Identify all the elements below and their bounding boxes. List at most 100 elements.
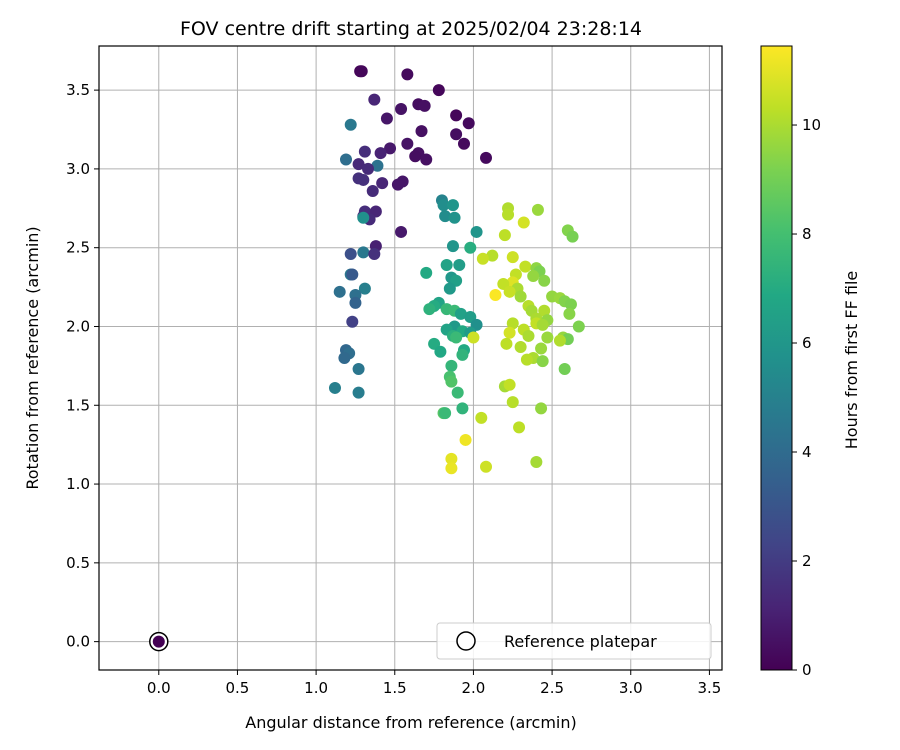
data-point (457, 137, 470, 150)
data-point (514, 340, 527, 353)
colorbar-label: Hours from first FF file (842, 271, 861, 450)
data-point (456, 348, 469, 361)
data-point (423, 303, 436, 316)
data-point (520, 353, 533, 366)
data-point (338, 352, 351, 364)
data-point (475, 411, 488, 424)
data-point (346, 268, 359, 281)
data-point (357, 211, 370, 224)
data-point (432, 84, 445, 97)
data-point (339, 153, 352, 166)
data-point (572, 320, 585, 333)
data-point (456, 402, 469, 415)
data-point (376, 177, 389, 190)
data-point (395, 225, 408, 238)
data-point (451, 386, 464, 399)
data-point (462, 117, 475, 130)
data-point (352, 386, 365, 399)
data-point (486, 249, 499, 262)
x-tick-label: 1.0 (304, 679, 328, 697)
data-point (535, 402, 548, 415)
data-point (446, 240, 459, 253)
scatter-points (149, 65, 585, 652)
data-point (498, 229, 511, 242)
data-point (538, 304, 551, 317)
y-axis-label: Rotation from reference (arcmin) (23, 226, 42, 489)
data-point (445, 462, 458, 475)
data-point (357, 173, 370, 186)
data-point (527, 270, 540, 283)
data-point (453, 259, 466, 272)
data-point (536, 318, 549, 331)
data-point (448, 211, 461, 224)
data-point (357, 246, 370, 259)
data-point (536, 355, 549, 368)
data-point (506, 396, 519, 409)
data-point (480, 151, 493, 164)
reference-point (152, 635, 165, 648)
data-point (558, 363, 571, 376)
data-point (459, 433, 472, 446)
data-point (564, 298, 577, 311)
data-point (446, 199, 459, 212)
x-tick-label: 2.0 (461, 679, 485, 697)
data-point (538, 274, 551, 287)
data-point (349, 296, 362, 309)
data-point (531, 203, 544, 216)
data-point (371, 159, 384, 172)
data-point (395, 103, 408, 116)
plot-frame (98, 45, 723, 671)
colorbar-tick-label: 8 (802, 225, 812, 243)
x-tick-label: 0.0 (147, 679, 171, 697)
data-point (440, 259, 453, 272)
colorbar: 0 2 4 6 8 10 Hours from first FF file (760, 45, 861, 679)
data-point (513, 421, 526, 434)
data-point (352, 363, 365, 376)
data-point (502, 208, 515, 221)
legend-marker-reference (456, 631, 476, 651)
x-tick-label: 3.5 (697, 679, 721, 697)
data-point (530, 456, 543, 468)
colorbar-ticks: 0 2 4 6 8 10 (792, 116, 821, 679)
data-point (368, 93, 381, 106)
data-point (445, 359, 458, 372)
data-point (476, 252, 489, 265)
y-axis-ticks: 0.0 0.5 1.0 1.5 2.0 2.5 3.0 3.5 (66, 81, 99, 651)
y-tick-label: 0.0 (66, 633, 90, 651)
data-point (506, 251, 519, 264)
legend-label-reference: Reference platepar (504, 632, 657, 651)
data-point (503, 285, 516, 298)
data-point (374, 147, 387, 160)
data-point (445, 452, 458, 465)
y-tick-label: 3.5 (66, 81, 90, 99)
data-point (439, 407, 452, 420)
data-point (344, 248, 357, 260)
data-point (380, 112, 393, 125)
data-point (464, 241, 477, 254)
legend-box (436, 622, 712, 660)
data-point (409, 150, 422, 163)
y-tick-label: 2.0 (66, 317, 90, 335)
data-point (344, 118, 357, 131)
y-tick-label: 0.5 (66, 554, 90, 572)
data-point (384, 142, 397, 155)
legend: Reference platepar (436, 622, 712, 660)
colorbar-tick-label: 0 (802, 661, 812, 679)
data-point (535, 342, 548, 355)
data-point (346, 315, 359, 328)
data-point (355, 65, 368, 78)
data-point (470, 225, 483, 238)
data-point (454, 307, 467, 320)
data-point (566, 230, 579, 243)
data-point (450, 128, 463, 141)
colorbar-tick-label: 10 (802, 116, 821, 134)
data-point (467, 331, 480, 344)
x-axis-label: Angular distance from reference (arcmin) (245, 713, 576, 732)
data-point (503, 378, 516, 391)
data-point (358, 282, 371, 295)
data-point (514, 290, 527, 303)
data-point (333, 285, 346, 298)
data-point (450, 331, 463, 344)
grid-lines (99, 46, 722, 670)
data-point (420, 153, 433, 166)
